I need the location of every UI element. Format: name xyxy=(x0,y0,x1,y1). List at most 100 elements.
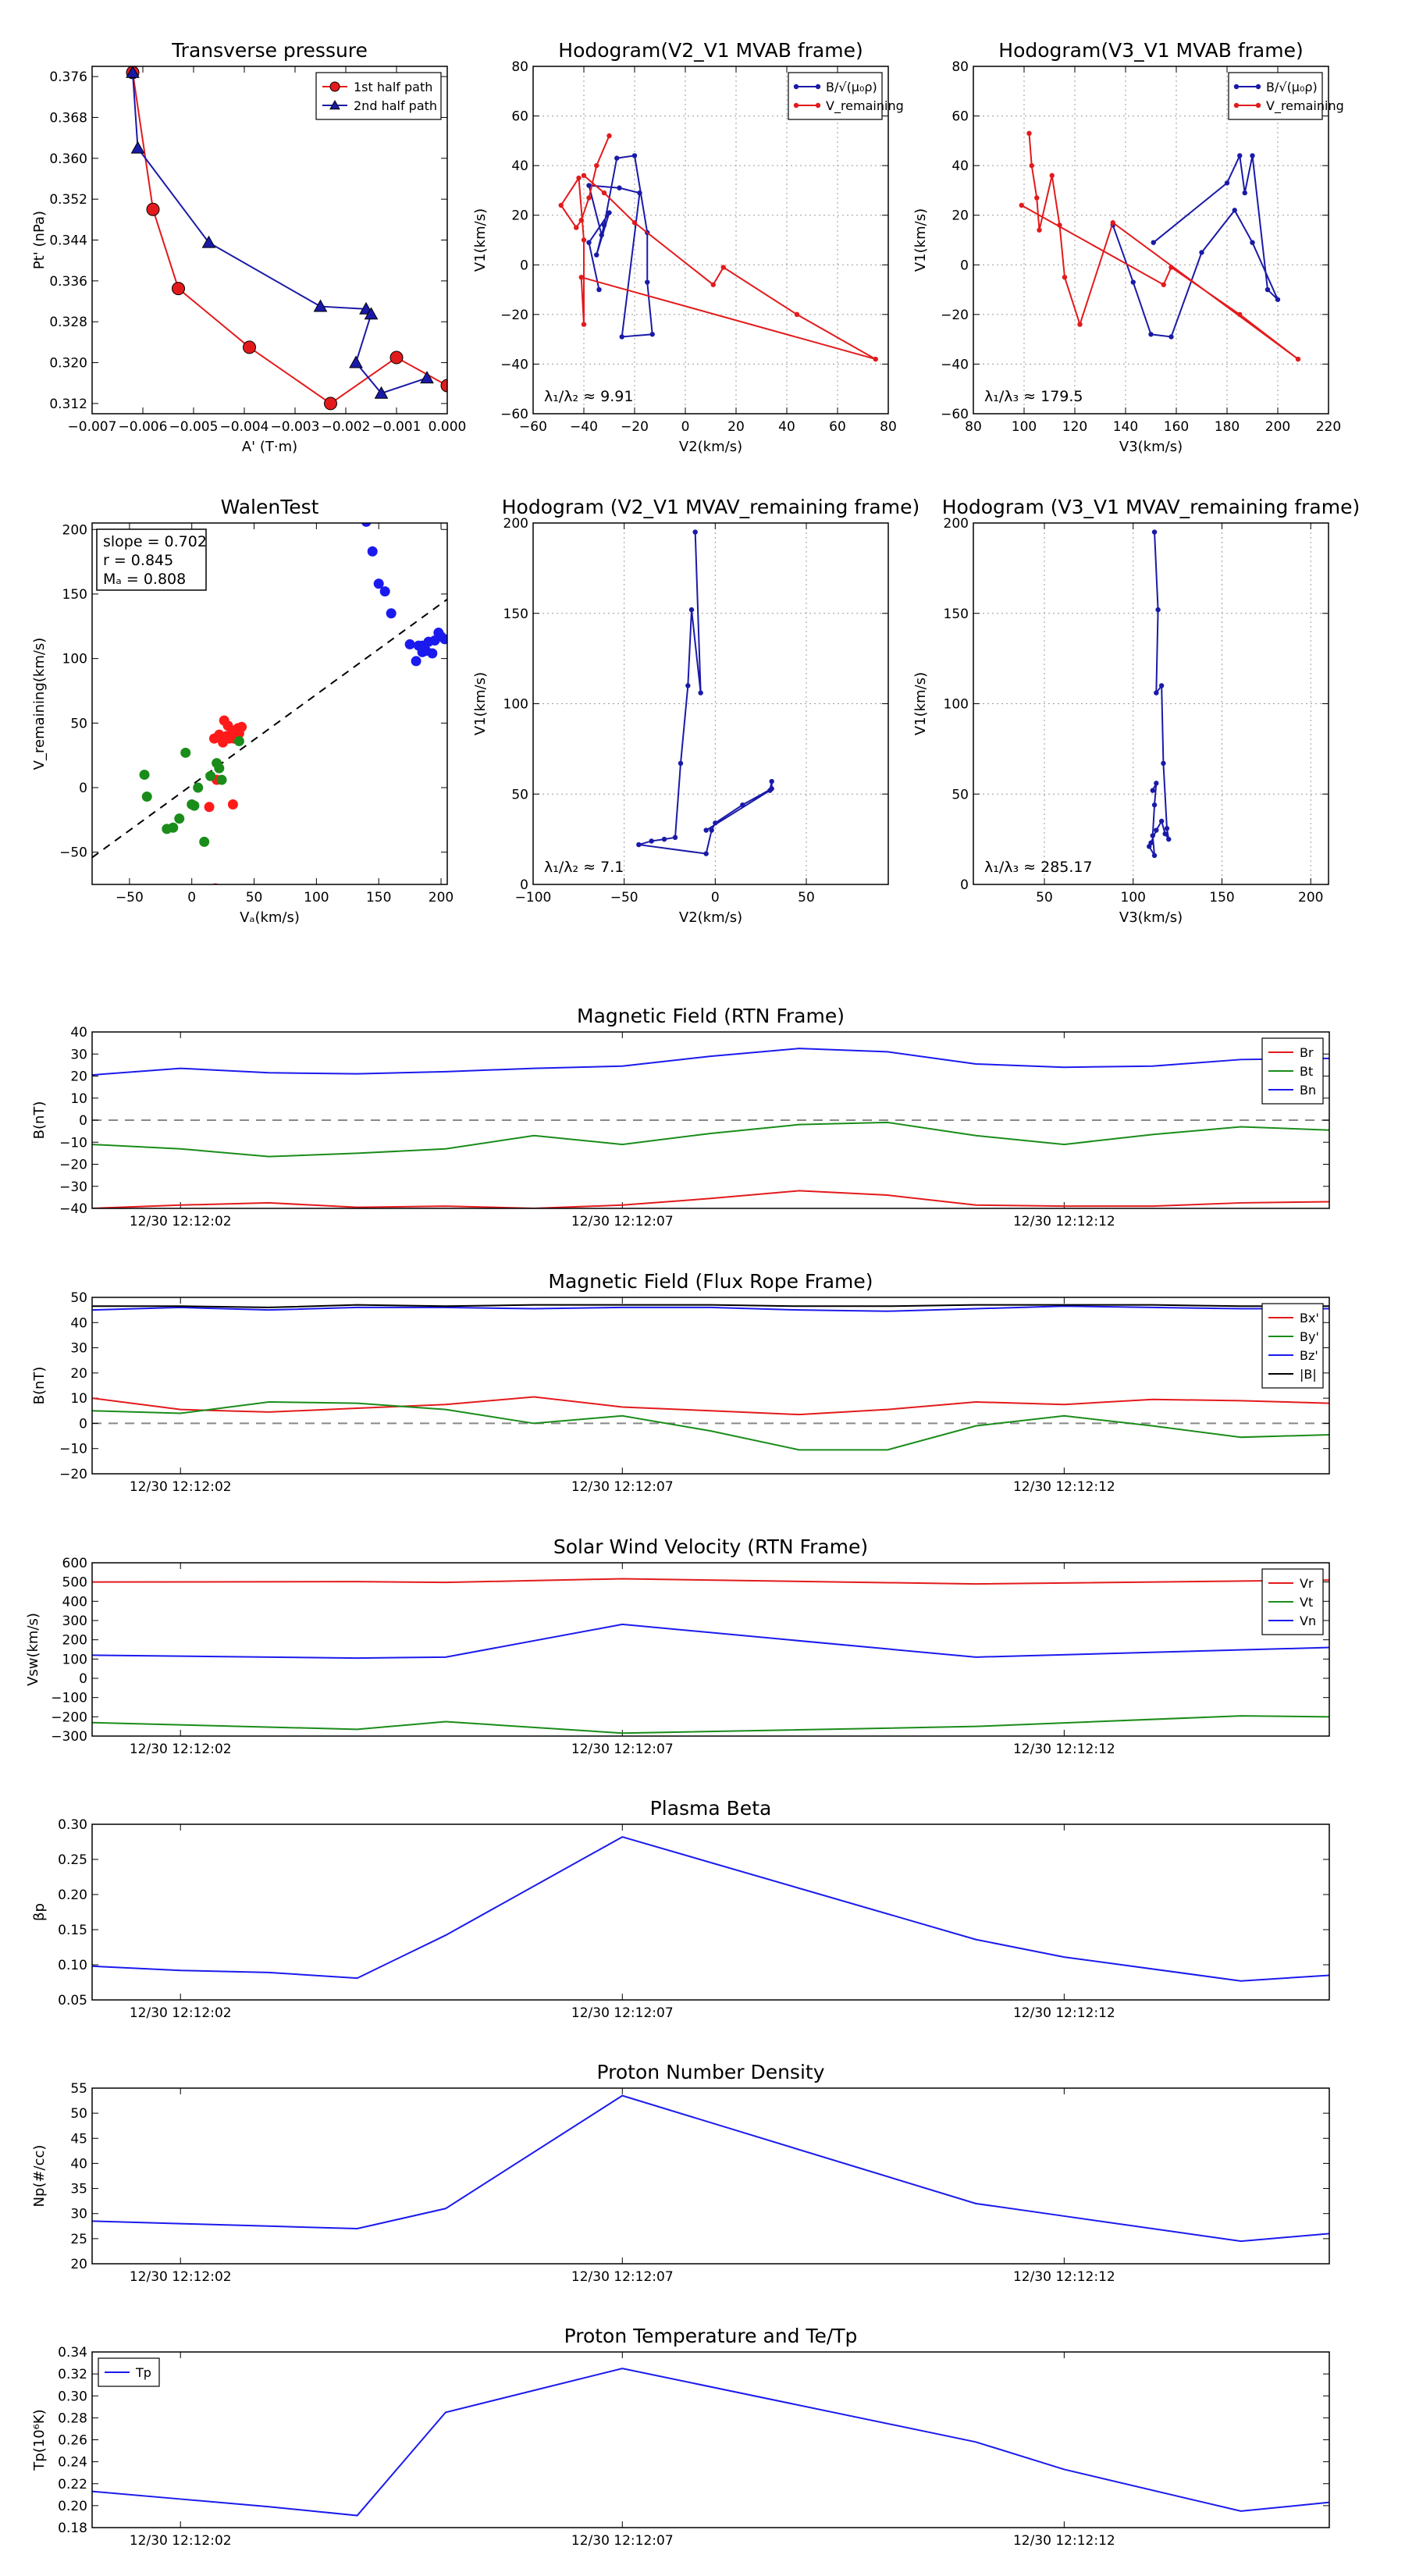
chart-p9: 12/30 12:12:02 12/30 12:12:07 12/30 12:12:… xyxy=(25,1535,1330,1757)
y-tick-label: 400 xyxy=(62,1594,87,1610)
series-b-sqrt-mu0-rho--point xyxy=(1237,153,1243,158)
y-tick-label: 0.34 xyxy=(58,2345,87,2361)
plot-frame xyxy=(91,2351,1330,2528)
y-axis-label: V1(km/s) xyxy=(912,672,929,735)
legend: B/√(μ₀ρ) V_remaining xyxy=(1228,72,1344,120)
series-beta-line xyxy=(92,1836,1329,1982)
series-bx--line xyxy=(92,1396,1329,1416)
y-tick-label: 0.25 xyxy=(58,1852,87,1868)
y-tick-label: 20 xyxy=(511,208,528,224)
data-layer xyxy=(92,1836,1329,1982)
series-hodogram-point xyxy=(1164,826,1170,831)
data-layer xyxy=(126,66,447,411)
y-tick-label: 50 xyxy=(511,787,528,802)
y-tick-label: 0 xyxy=(79,1671,87,1687)
y-tick-label: 100 xyxy=(62,652,87,667)
y-tick-label: 20 xyxy=(70,2257,87,2272)
series-b-sqrt-mu0-rho--point xyxy=(649,332,655,337)
y-tick-label: 150 xyxy=(944,607,969,622)
series-2nd-half-path-point xyxy=(313,299,328,312)
series-green-point xyxy=(212,758,222,769)
series-2nd-half-path-point xyxy=(126,66,140,78)
y-tick-label: −40 xyxy=(941,357,969,372)
series-v-remaining-point xyxy=(1295,356,1301,362)
y-tick-label: 0.30 xyxy=(58,2389,87,2404)
y-tick-label: 100 xyxy=(944,697,969,713)
x-tick-label: −0.002 xyxy=(322,419,371,435)
chart-p12: 12/30 12:12:02 12/30 12:12:07 12/30 12:12:… xyxy=(31,2325,1330,2549)
x-tick-label: −0.003 xyxy=(271,419,320,435)
series-hodogram-point xyxy=(767,788,773,793)
series-tp-line xyxy=(92,2368,1329,2517)
series-green-point xyxy=(216,774,227,785)
series--b--line xyxy=(92,1304,1329,1308)
y-tick-label: −20 xyxy=(59,1158,87,1173)
series-hodogram-point xyxy=(636,841,642,848)
x-tick-label: 12/30 12:12:12 xyxy=(1013,2005,1115,2021)
y-tick-label: −200 xyxy=(51,1710,87,1725)
y-tick-label: −20 xyxy=(500,308,528,323)
legend-label: V_remaining xyxy=(1266,98,1344,114)
y-tick-label: 50 xyxy=(70,1290,87,1306)
plot-frame xyxy=(91,1562,1330,1737)
x-tick-label: 140 xyxy=(1113,419,1138,435)
x-axis-label: V3(km/s) xyxy=(1119,439,1183,455)
series-hodogram-point xyxy=(1150,788,1155,793)
y-tick-label: 0 xyxy=(79,1416,87,1432)
series-b-sqrt-mu0-rho--point xyxy=(1264,286,1271,293)
x-tick-label: 12/30 12:12:12 xyxy=(1013,2533,1115,2549)
series-1st-half-path-point xyxy=(146,202,160,216)
y-axis-label: V1(km/s) xyxy=(472,672,489,735)
series-v-remaining-point xyxy=(601,190,607,196)
chart-title: Solar Wind Velocity (RTN Frame) xyxy=(553,1535,868,1558)
x-tick-label: 12/30 12:12:02 xyxy=(130,2005,232,2021)
y-tick-label: 0 xyxy=(79,1113,87,1129)
series-b-sqrt-mu0-rho--point xyxy=(1242,190,1247,196)
legend-marker xyxy=(1233,84,1240,90)
y-tick-label: −60 xyxy=(941,407,969,422)
chart-p8: 12/30 12:12:02 12/30 12:12:07 12/30 12:12:… xyxy=(31,1270,1330,1495)
legend-label: Tp xyxy=(135,2365,151,2380)
series-green-point xyxy=(139,769,150,780)
y-tick-label: 0 xyxy=(960,258,969,273)
data-layer xyxy=(92,2368,1329,2517)
series-blue-point xyxy=(373,578,384,589)
x-tick-label: −0.007 xyxy=(68,419,117,435)
y-tick-label: 55 xyxy=(70,2081,87,2097)
series-v-remaining-point xyxy=(1237,311,1243,318)
plot-frame xyxy=(91,2087,1330,2265)
legend-frame xyxy=(315,72,442,120)
y-tick-label: 0.368 xyxy=(49,110,87,126)
series-b-sqrt-mu0-rho--point xyxy=(617,185,622,190)
y-tick-label: 200 xyxy=(944,516,969,532)
series-green-point xyxy=(233,735,244,746)
series-hodogram-point xyxy=(769,778,774,785)
y-axis-label: Tp(10⁶K) xyxy=(31,2409,48,2471)
regression-line xyxy=(92,598,447,859)
series-green-point xyxy=(199,836,210,847)
series-b-sqrt-mu0-rho--point xyxy=(1232,208,1237,213)
chart-title: WalenTest xyxy=(221,496,319,518)
series-v-remaining-point xyxy=(606,133,612,139)
series-hodogram-point xyxy=(1154,690,1159,696)
series-hodogram-point xyxy=(703,851,709,856)
x-tick-label: 180 xyxy=(1215,419,1240,435)
y-axis-label: V1(km/s) xyxy=(472,208,489,272)
y-tick-label: −10 xyxy=(59,1135,87,1151)
y-tick-label: 50 xyxy=(70,716,87,731)
series-hodogram-point xyxy=(698,690,703,696)
y-tick-label: −30 xyxy=(59,1179,87,1195)
x-tick-label: 50 xyxy=(1036,890,1053,906)
series-v-remaining-point xyxy=(594,162,599,169)
y-tick-label: 40 xyxy=(951,158,969,174)
x-axis-label: V3(km/s) xyxy=(1119,909,1183,926)
x-tick-label: −100 xyxy=(515,890,552,906)
y-tick-label: 200 xyxy=(62,1633,87,1649)
series-blue-point xyxy=(361,523,372,527)
series-v-remaining-point xyxy=(1057,222,1062,228)
series-b-sqrt-mu0-rho--point xyxy=(1250,240,1255,245)
series-hodogram-point xyxy=(1155,607,1161,613)
series-red-point xyxy=(231,724,242,735)
x-tick-label: 160 xyxy=(1164,419,1189,435)
series-v-remaining-point xyxy=(1029,162,1034,169)
